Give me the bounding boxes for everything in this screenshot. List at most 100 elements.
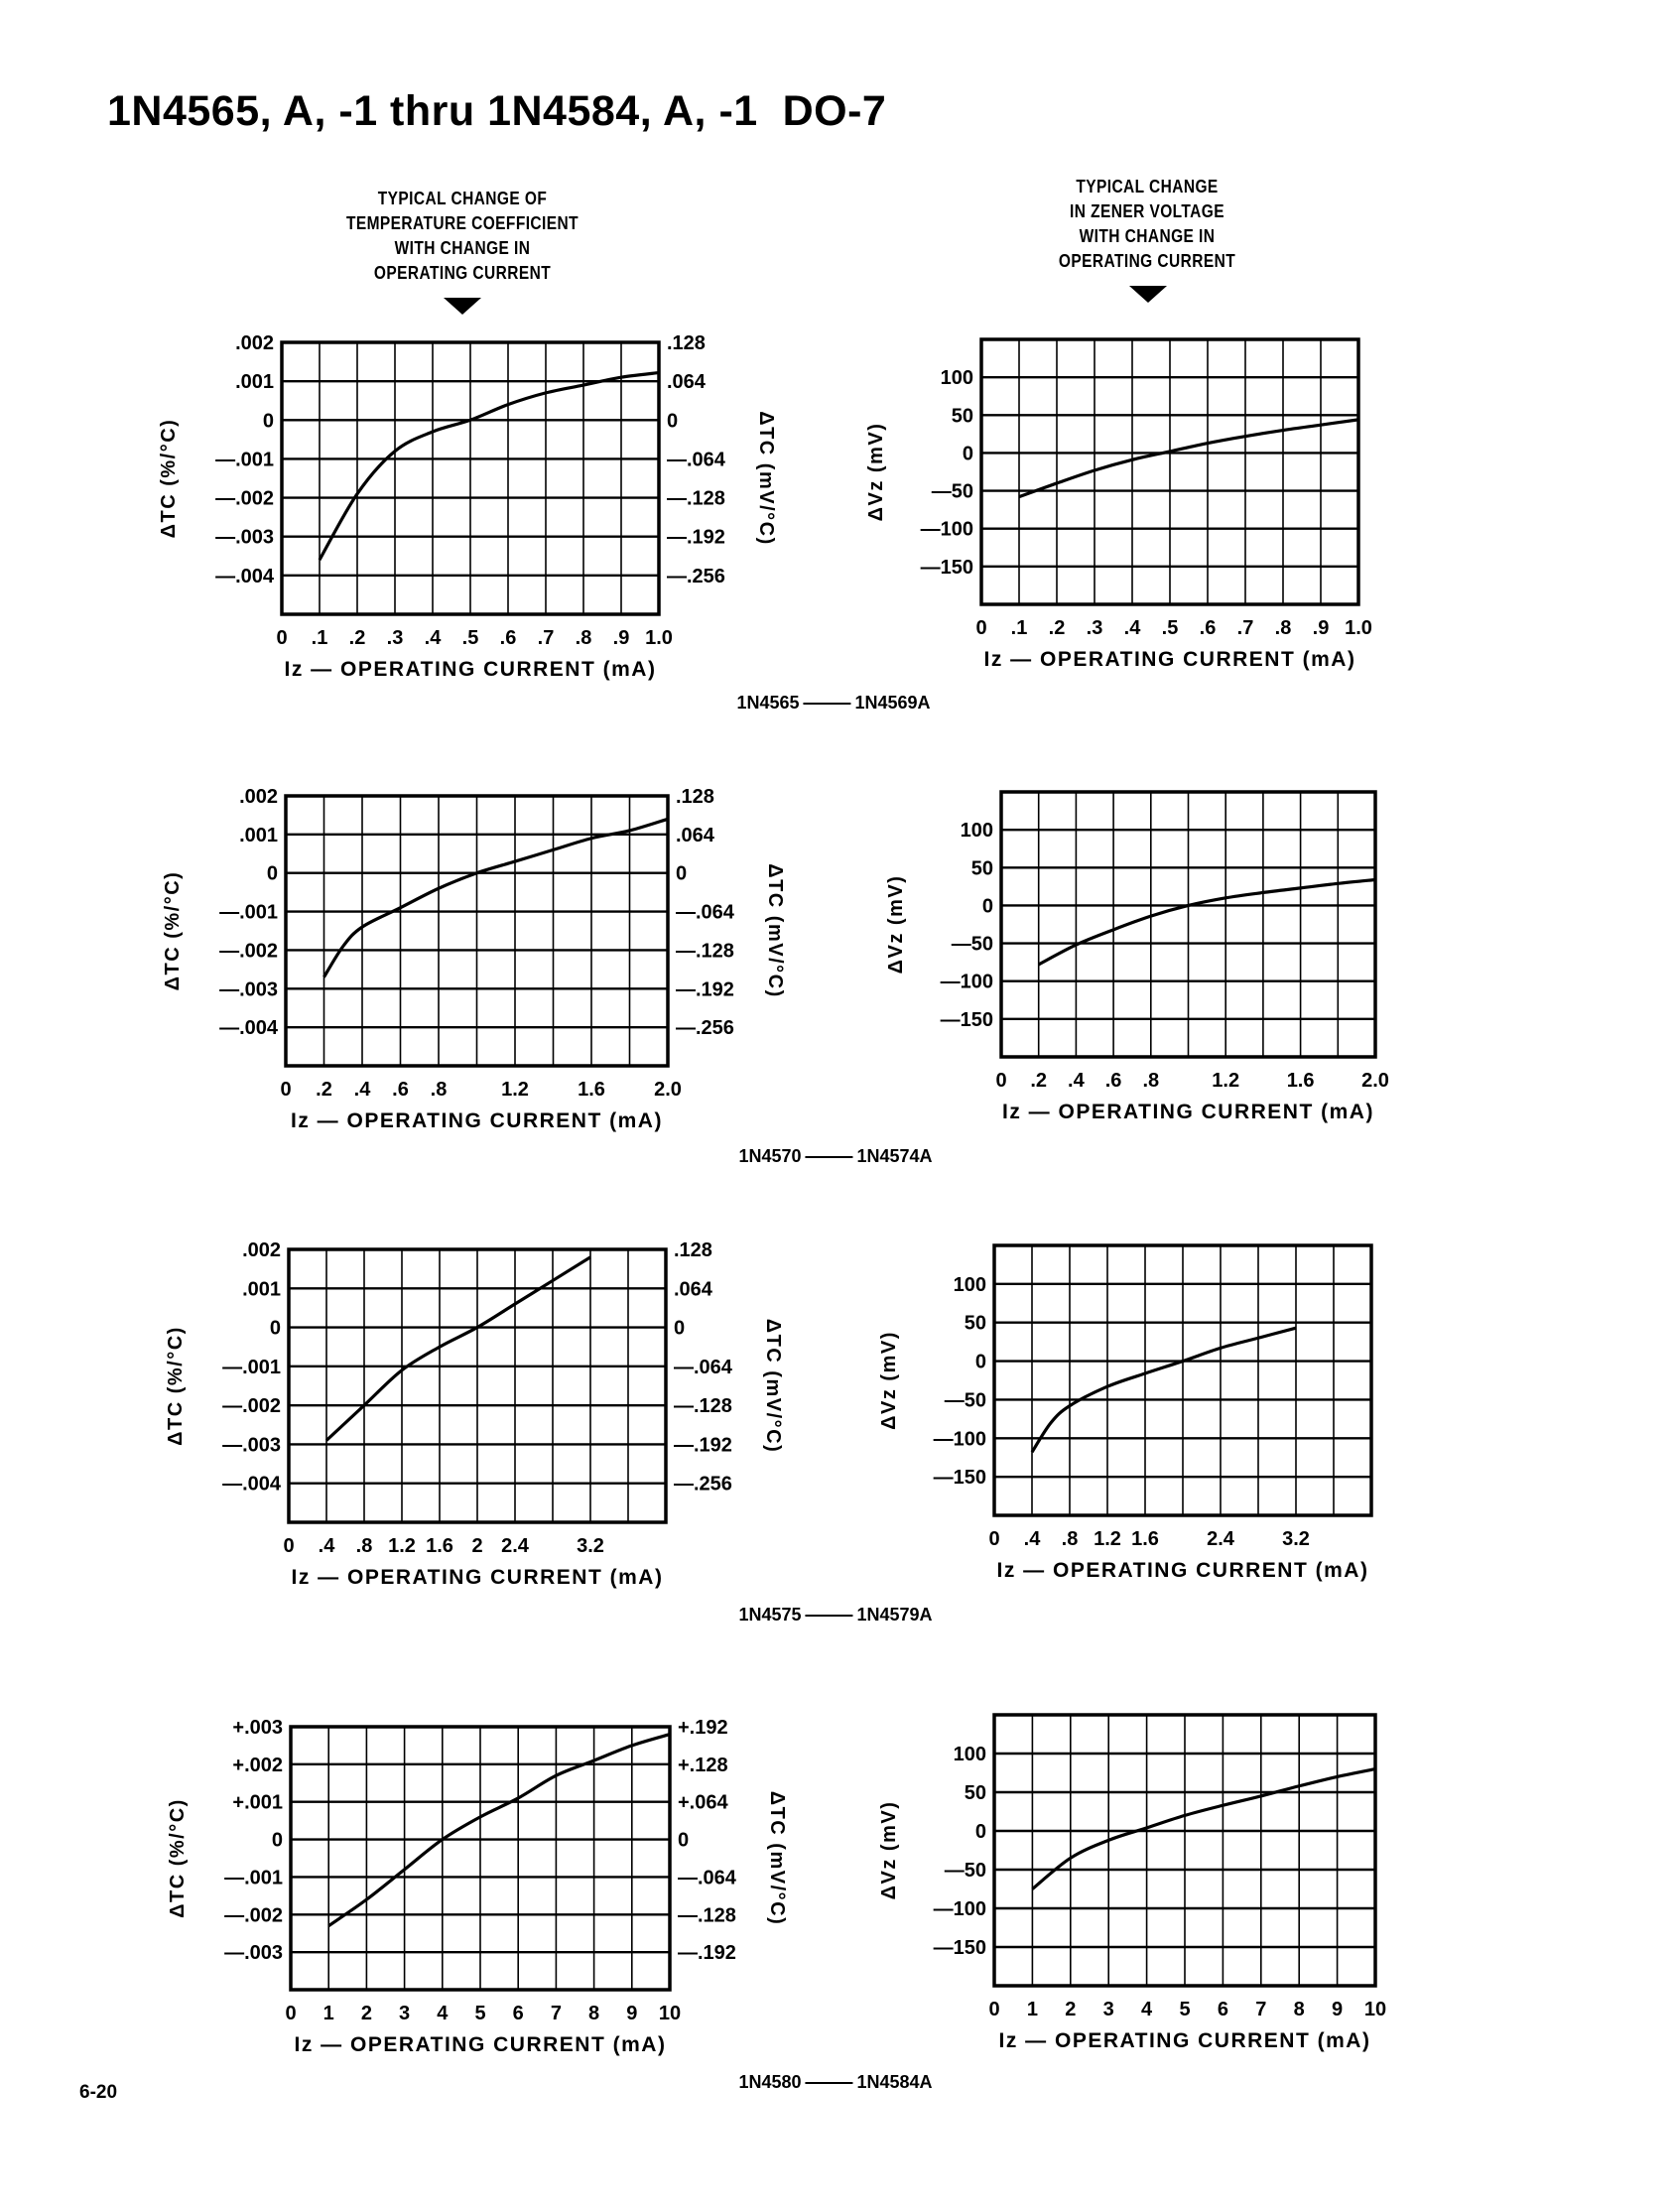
x-tick-label: 0 [988, 1999, 999, 2020]
x-tick-label: .2 [1049, 617, 1066, 639]
y-right-tick-label: 0 [678, 1830, 689, 1852]
heading-line: OPERATING CURRENT [373, 263, 552, 283]
y-right-tick-label: —.192 [676, 978, 734, 1000]
y-tick-label: 0 [267, 863, 278, 885]
y-tick-label: —.001 [224, 1867, 283, 1888]
y-right-tick-label: —.064 [667, 449, 726, 470]
x-tick-label: .7 [538, 627, 555, 649]
y-right-tick-label: —.064 [678, 1867, 737, 1888]
x-tick-label: 2.4 [1207, 1528, 1235, 1550]
x-tick-label: 1.2 [388, 1535, 416, 1557]
y-right-tick-label: —.128 [678, 1904, 736, 1926]
x-tick-label: 8 [588, 2003, 599, 2024]
y-right-tick-label: .064 [674, 1278, 713, 1300]
heading-line: TYPICAL CHANGE [1076, 177, 1219, 196]
heading-temperature-coefficient: TYPICAL CHANGE OF TEMPERATURE COEFFICIEN… [325, 187, 598, 286]
x-tick-label: .2 [316, 1079, 332, 1101]
x-tick-label: 2.0 [1361, 1070, 1389, 1092]
x-tick-label: .4 [1024, 1528, 1042, 1550]
x-tick-label: .9 [613, 627, 630, 649]
y-right-tick-label: —.064 [674, 1357, 733, 1378]
y-tick-label: 100 [961, 820, 993, 842]
x-tick-label: 9 [1332, 1999, 1343, 2020]
y-tick-label: 50 [965, 1782, 986, 1804]
y-tick-label: —.004 [215, 566, 275, 587]
chart-3: 100 50 0 —50 —100 —150 0 .2 .4 .6 .8 1.2 1.6 2.0 Iz — … [885, 790, 1389, 1123]
device-range-caption: 1N4565 1N4569A [736, 693, 930, 714]
y-right-tick-label: —.256 [674, 1474, 732, 1496]
x-tick-label: .8 [576, 627, 592, 649]
y-tick-label: —.003 [222, 1434, 281, 1456]
y-tick-label: 0 [963, 443, 973, 464]
x-tick-label: 1.6 [426, 1535, 453, 1557]
heading-line: TEMPERATURE COEFFICIENT [345, 213, 580, 233]
y-right-tick-label: 0 [676, 863, 687, 885]
heading-line: OPERATING CURRENT [1058, 251, 1236, 271]
caption-to: 1N4574A [856, 1146, 933, 1166]
x-axis-title: Iz — OPERATING CURRENT (mA) [295, 2033, 667, 2056]
y-tick-label: .002 [235, 332, 274, 354]
x-tick-label: 1.0 [645, 627, 673, 649]
x-axis-title: Iz — OPERATING CURRENT (mA) [292, 1566, 664, 1589]
x-tick-label: 1.2 [501, 1079, 529, 1101]
x-tick-label: .9 [1313, 617, 1330, 639]
page-number: 6-20 [79, 2082, 118, 2103]
chart-5: 100 50 0 —50 —100 —150 0 .4 .8 1.2 1.6 2.4 3.2 Iz — O… [878, 1243, 1373, 1582]
y-tick-label: 50 [965, 1313, 986, 1335]
x-tick-label: 0 [995, 1070, 1006, 1092]
y-right-tick-label: +.192 [678, 1717, 728, 1739]
x-tick-label: 4 [1141, 1999, 1153, 2020]
y-right-tick-label: —.128 [676, 940, 734, 962]
page-title: 1N4565, A, -1 thru 1N4584, A, -1 DO-7 [107, 87, 887, 135]
x-tick-label: .6 [1105, 1070, 1122, 1092]
y-tick-label: —50 [945, 1389, 986, 1411]
y-tick-label: —.002 [215, 488, 274, 510]
y-tick-label: —.001 [222, 1357, 281, 1378]
y-tick-label: —.004 [222, 1474, 282, 1496]
x-tick-label: .4 [1068, 1070, 1086, 1092]
y-tick-label: .002 [242, 1239, 281, 1261]
y-tick-label: 0 [272, 1830, 283, 1852]
plot-frame [280, 340, 661, 616]
x-tick-label: .8 [356, 1535, 373, 1557]
y-tick-label: —.002 [224, 1904, 283, 1926]
y-tick-label: 0 [270, 1318, 281, 1340]
down-arrow-icon [1129, 286, 1167, 303]
x-tick-label: .8 [1142, 1070, 1159, 1092]
series-line [324, 1255, 591, 1442]
y-tick-label: .001 [239, 825, 278, 846]
y-tick-label: 100 [954, 1274, 986, 1296]
y-right-tick-label: —.128 [667, 488, 725, 510]
chart-4: .002 .128 .001 .064 0 0 —.001 —.064 —.002 —.128 —.… [165, 1239, 784, 1589]
y-tick-label: —100 [921, 519, 973, 541]
y-tick-label: 50 [952, 405, 973, 427]
x-tick-label: 10 [1364, 1999, 1386, 2020]
x-tick-label: 1 [1027, 1999, 1038, 2020]
y-tick-label: 100 [941, 367, 973, 389]
x-tick-label: 1.6 [578, 1079, 605, 1101]
x-tick-label: .8 [1062, 1528, 1079, 1550]
x-tick-label: 3.2 [1282, 1528, 1310, 1550]
y-axis-title: ΔVz (mV) [878, 1801, 900, 1900]
y-tick-label: .001 [242, 1278, 281, 1300]
series-line [327, 1733, 671, 1927]
y-right-tick-label: 0 [667, 410, 678, 432]
x-tick-label: .8 [431, 1079, 448, 1101]
y-tick-label: —100 [934, 1898, 986, 1920]
y-tick-label: —.002 [222, 1395, 281, 1417]
y-right-tick-label: —.256 [676, 1017, 734, 1039]
x-tick-label: .4 [1124, 617, 1142, 639]
series-line [318, 370, 660, 561]
x-tick-label: 5 [474, 2003, 485, 2024]
y-right-tick-label: +.064 [678, 1792, 728, 1814]
x-tick-label: .6 [392, 1079, 409, 1101]
y-right-tick-label: .064 [676, 825, 715, 846]
x-tick-label: .2 [349, 627, 366, 649]
chart-2: .002 .128 .001 .064 0 0 —.001 —.064 —.002 —.128 —.… [162, 786, 786, 1132]
y-right-tick-label: —.192 [674, 1434, 732, 1456]
y-tick-label: —50 [945, 1860, 986, 1882]
plot-frame [992, 1243, 1373, 1517]
y-tick-label: —50 [932, 481, 973, 503]
x-tick-label: .6 [1200, 617, 1217, 639]
